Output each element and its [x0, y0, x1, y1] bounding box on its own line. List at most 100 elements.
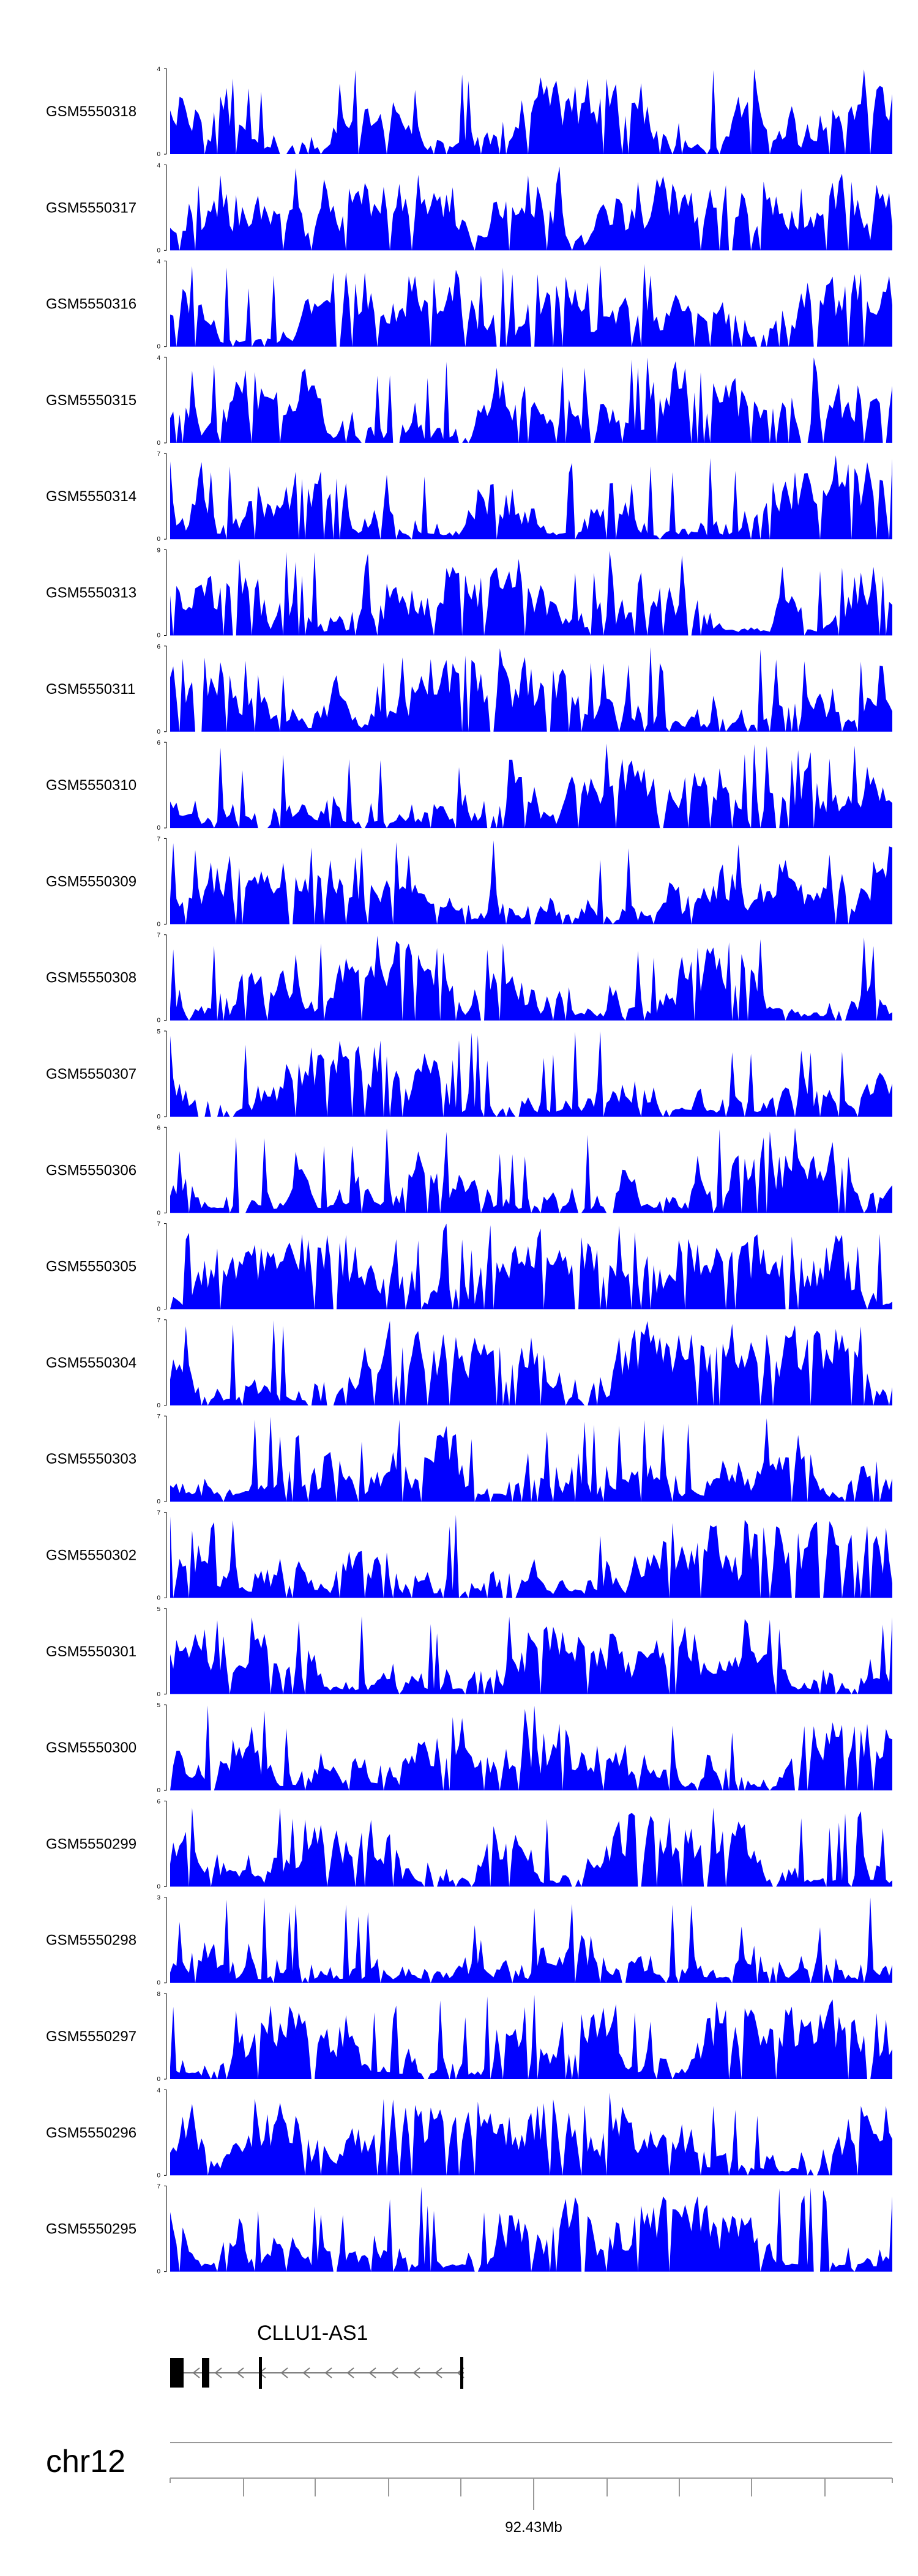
track-GSM5550309: GSM5550309 7 0	[46, 836, 892, 928]
coverage-area	[170, 1223, 892, 1309]
track-ymin-label: 0	[157, 1018, 160, 1024]
strand-arrow	[192, 2367, 200, 2378]
track-ymax-label: 4	[157, 162, 160, 169]
track-GSM5550316: GSM5550316 4 0	[46, 259, 892, 351]
track-label: GSM5550309	[46, 873, 136, 890]
track-GSM5550296: GSM5550296 4 0	[46, 2087, 892, 2179]
track-GSM5550307: GSM5550307 5 0	[46, 1029, 892, 1120]
track-label: GSM5550305	[46, 1259, 136, 1275]
track-ymax-label: 7	[157, 1221, 160, 1228]
track-ymax-label: 6	[157, 1798, 160, 1805]
track-label: GSM5550303	[46, 1451, 136, 1467]
track-ymax-label: 7	[157, 1317, 160, 1324]
genome-axis-track: chr12 92.43Mb	[46, 2442, 893, 2536]
strand-arrow	[302, 2367, 310, 2378]
coverage-area	[170, 357, 892, 443]
strand-arrow	[346, 2367, 354, 2378]
track-ymin-label: 0	[157, 921, 160, 928]
track-label: GSM5550297	[46, 2028, 136, 2045]
track-label: GSM5550310	[46, 777, 136, 794]
track-ymin-label: 0	[157, 2076, 160, 2083]
track-ymax-label: 6	[157, 740, 160, 746]
track-label: GSM5550299	[46, 1836, 136, 1852]
track-label: GSM5550315	[46, 392, 136, 409]
coverage-area	[170, 455, 892, 540]
strand-arrow	[390, 2367, 398, 2378]
track-ymax-label: 4	[157, 2087, 160, 2094]
coverage-area	[170, 1705, 892, 1791]
track-label: GSM5550295	[46, 2221, 136, 2238]
track-GSM5550299: GSM5550299 6 0	[46, 1798, 892, 1890]
track-ymax-label: 8	[157, 1991, 160, 1998]
coverage-tracks: GSM555031840GSM555031740GSM555031640GSM5…	[46, 66, 892, 2276]
track-GSM5550314: GSM5550314 7 0	[46, 451, 892, 543]
chromosome-label: chr12	[46, 2444, 125, 2479]
track-label: GSM5550311	[46, 681, 135, 698]
track-ymax-label: 7	[157, 451, 160, 458]
track-label: GSM5550308	[46, 970, 136, 986]
track-label: GSM5550316	[46, 296, 136, 313]
track-label: GSM5550296	[46, 2124, 136, 2141]
track-GSM5550308: GSM5550308 7 0	[46, 932, 892, 1024]
track-label: GSM5550317	[46, 199, 136, 216]
track-GSM5550302: GSM5550302 7 0	[46, 1510, 892, 1602]
track-ymin-label: 0	[157, 151, 160, 158]
coverage-area	[170, 166, 892, 251]
coverage-area	[170, 647, 892, 732]
track-GSM5550311: GSM5550311 6 0	[46, 644, 892, 735]
coverage-area	[170, 1031, 892, 1117]
strand-arrow	[435, 2367, 442, 2378]
coverage-area	[170, 2186, 892, 2272]
track-GSM5550313: GSM5550313 9 0	[46, 548, 892, 639]
track-ymin-label: 0	[157, 1980, 160, 1987]
track-ymin-label: 0	[157, 2269, 160, 2276]
gene-track: CLLU1-AS1	[170, 2321, 465, 2389]
track-label: GSM5550301	[46, 1644, 136, 1660]
track-ymin-label: 0	[157, 247, 160, 254]
coverage-area	[170, 1320, 892, 1405]
coverage-area	[170, 840, 892, 925]
track-label: GSM5550313	[46, 585, 136, 601]
coverage-area	[170, 1128, 892, 1213]
track-ymax-label: 4	[157, 259, 160, 266]
track-ymin-label: 0	[157, 633, 160, 639]
track-GSM5550318: GSM5550318 4 0	[46, 66, 892, 158]
track-GSM5550304: GSM5550304 7 0	[46, 1317, 892, 1409]
track-label: GSM5550304	[46, 1355, 136, 1371]
track-label: GSM5550306	[46, 1162, 136, 1178]
coverage-area	[170, 1807, 892, 1887]
coverage-area	[170, 69, 892, 155]
track-ymax-label: 7	[157, 836, 160, 843]
track-GSM5550305: GSM5550305 7 0	[46, 1221, 892, 1313]
coverage-area	[170, 743, 892, 828]
track-ymax-label: 9	[157, 548, 160, 554]
strand-arrow	[280, 2367, 288, 2378]
gene-exon-3	[259, 2357, 262, 2389]
track-ymax-label: 4	[157, 355, 160, 362]
track-ymax-label: 7	[157, 2184, 160, 2191]
track-GSM5550301: GSM5550301 5 0	[46, 1606, 892, 1698]
gene-label: CLLU1-AS1	[257, 2321, 368, 2345]
track-ymin-label: 0	[157, 2172, 160, 2179]
strand-arrow	[412, 2367, 420, 2378]
strand-arrow	[368, 2367, 376, 2378]
coverage-area	[170, 1995, 892, 2079]
track-ymin-label: 0	[157, 825, 160, 832]
track-GSM5550303: GSM5550303 7 0	[46, 1413, 892, 1505]
track-GSM5550297: GSM5550297 8 0	[46, 1991, 892, 2083]
track-label: GSM5550300	[46, 1740, 136, 1756]
gene-exon-2	[202, 2358, 209, 2388]
coverage-area	[170, 1416, 892, 1502]
strand-arrow	[236, 2367, 244, 2378]
track-GSM5550310: GSM5550310 6 0	[46, 740, 892, 832]
track-label: GSM5550314	[46, 488, 136, 505]
track-GSM5550295: GSM5550295 7 0	[46, 2184, 892, 2276]
track-ymax-label: 7	[157, 932, 160, 939]
coverage-area	[170, 2092, 892, 2176]
coverage-area	[170, 1616, 892, 1694]
coverage-area	[170, 264, 892, 347]
track-GSM5550317: GSM5550317 4 0	[46, 162, 892, 254]
track-label: GSM5550302	[46, 1547, 136, 1564]
coverage-area	[170, 1897, 892, 1983]
